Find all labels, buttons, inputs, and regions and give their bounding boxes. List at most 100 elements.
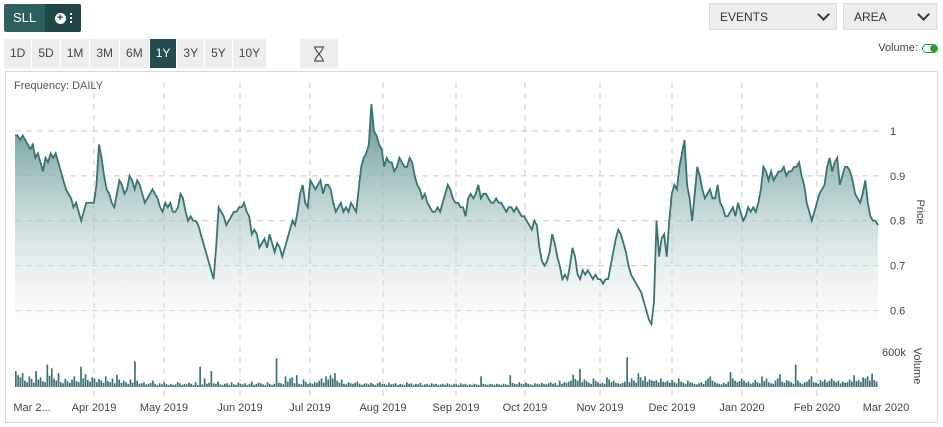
volume-bar <box>68 382 71 387</box>
range-button-1y[interactable]: 1Y <box>149 39 177 68</box>
volume-bar <box>349 383 352 387</box>
volume-bar <box>307 383 309 387</box>
volume-bar <box>464 383 467 387</box>
price-area <box>15 103 878 342</box>
kebab-menu-icon[interactable] <box>69 13 72 23</box>
frequency-label: Frequency: DAILY <box>14 80 104 92</box>
volume-bar <box>397 384 399 387</box>
range-button-6m[interactable]: 6M <box>120 39 149 68</box>
volume-bar <box>206 383 208 387</box>
volume-bar <box>372 383 375 387</box>
chart-type-dropdown[interactable]: AREA <box>843 3 937 30</box>
volume-bar <box>567 381 570 387</box>
volume-bar <box>428 384 431 387</box>
volume-bar <box>817 383 820 387</box>
volume-bar <box>127 383 130 387</box>
volume-bar <box>639 377 642 387</box>
volume-bar <box>426 383 428 387</box>
volume-bar <box>819 380 822 387</box>
volume-bar <box>718 383 721 387</box>
range-button-1m[interactable]: 1M <box>60 39 90 68</box>
volume-bar <box>821 381 824 387</box>
volume-bar <box>511 382 514 387</box>
volume-bar <box>161 384 163 387</box>
volume-toggle-label: Volume: <box>878 42 918 54</box>
volume-bar <box>585 381 588 387</box>
volume-bar <box>28 376 31 387</box>
volume-bar <box>343 383 345 387</box>
volume-bar <box>316 382 318 387</box>
volume-bar <box>197 384 199 387</box>
volume-bar <box>446 383 449 387</box>
custom-range-button[interactable] <box>300 39 338 68</box>
volume-bar <box>253 384 255 387</box>
volume-bar <box>531 384 534 387</box>
range-button-3m[interactable]: 3M <box>90 39 120 68</box>
volume-bar <box>617 383 619 387</box>
volume-bar <box>98 379 100 387</box>
volume-bar <box>284 376 287 387</box>
volume-bar <box>311 383 314 387</box>
volume-bar <box>421 384 424 387</box>
y-tick-label: 0.6 <box>890 306 905 318</box>
x-tick-label: Mar 2020 <box>863 402 909 414</box>
volume-bar <box>394 383 397 387</box>
volume-bar <box>39 377 42 387</box>
volume-bar <box>259 383 262 387</box>
range-button-3y[interactable]: 3Y <box>177 39 205 68</box>
volume-bar <box>522 384 525 387</box>
volume-bar <box>572 374 575 387</box>
volume-bar <box>248 383 251 387</box>
volume-bar <box>298 383 300 387</box>
volume-bar <box>720 384 723 387</box>
volume-bar <box>765 378 768 387</box>
volume-bar <box>304 381 307 387</box>
chart-type-label: AREA <box>854 9 887 24</box>
volume-bar <box>82 378 85 387</box>
volume-bar <box>797 380 799 387</box>
volume-bar <box>565 382 568 387</box>
volume-bar <box>415 383 417 387</box>
x-tick-label: Jul 2019 <box>289 402 331 414</box>
range-selector: 1D 5D 1M 3M 6M 1Y 3Y 5Y 10Y <box>4 39 267 68</box>
volume-bar <box>44 382 46 387</box>
volume-bar <box>844 382 846 387</box>
volume-bar <box>181 384 183 387</box>
volume-bar <box>808 379 811 387</box>
volume-bar <box>713 382 716 387</box>
x-tick-label: Feb 2020 <box>794 402 840 414</box>
volume-bar <box>603 383 606 387</box>
events-dropdown[interactable]: EVENTS <box>709 3 837 30</box>
volume-bar <box>747 381 750 387</box>
range-button-10y[interactable]: 10Y <box>232 39 267 68</box>
range-button-5y[interactable]: 5Y <box>205 39 232 68</box>
volume-bar <box>475 384 478 387</box>
volume-bar <box>799 382 802 387</box>
volume-bar <box>855 381 858 387</box>
toggle-switch-icon[interactable] <box>922 43 938 53</box>
volume-toggle[interactable]: Volume: <box>878 42 938 54</box>
range-button-5d[interactable]: 5D <box>32 39 60 68</box>
volume-bar <box>241 384 244 387</box>
volume-bar <box>666 380 669 387</box>
volume-bar <box>783 382 786 387</box>
volume-bar <box>680 381 682 387</box>
volume-bar <box>556 384 559 387</box>
add-comparison-button[interactable]: + <box>45 4 82 32</box>
volume-bar <box>815 382 817 387</box>
volume-bar <box>203 378 206 387</box>
volume-bar <box>71 379 73 387</box>
volume-bar <box>388 382 390 387</box>
volume-bar <box>756 382 759 387</box>
volume-bar <box>662 381 664 387</box>
range-button-1d[interactable]: 1D <box>4 39 32 68</box>
ticker-symbol[interactable]: SLL <box>4 4 46 32</box>
x-tick-label: Nov 2019 <box>576 402 623 414</box>
volume-bar <box>738 381 741 387</box>
volume-bar <box>277 382 280 387</box>
volume-bar <box>875 381 878 387</box>
volume-bar <box>109 382 112 387</box>
ticker-chip[interactable]: SLL + <box>4 4 82 32</box>
volume-bar <box>731 378 734 387</box>
